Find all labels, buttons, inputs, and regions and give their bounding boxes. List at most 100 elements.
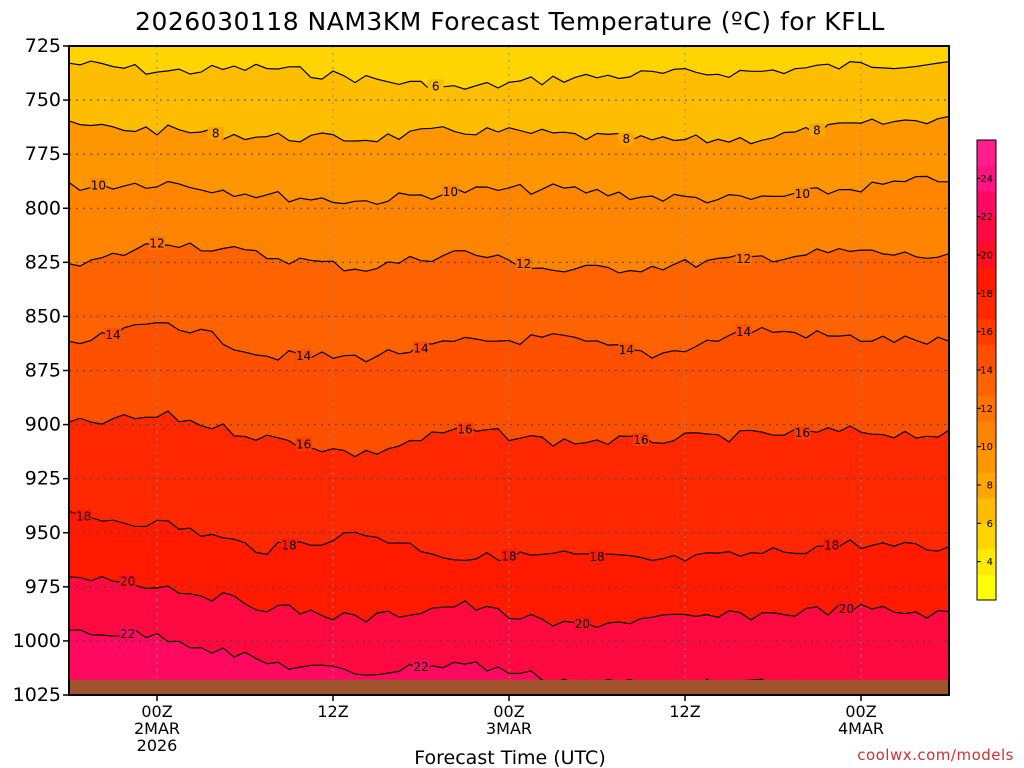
contour-label-16: 16 <box>457 422 473 437</box>
contour-label-text: 8 <box>212 127 220 141</box>
contour-label-bg <box>119 574 136 588</box>
colorbar-segment <box>977 344 996 371</box>
colorbar-tick-label: 12 <box>980 404 993 415</box>
contour-label-bg <box>823 538 840 552</box>
contour-label-bg <box>442 185 459 199</box>
contour-label-bg <box>105 328 121 342</box>
contour-label-18: 18 <box>823 538 840 553</box>
contour-14 <box>69 321 949 363</box>
y-tick-label: 850 <box>25 305 61 327</box>
contour-label-bg <box>413 341 429 355</box>
colorbar-tick-label: 14 <box>980 366 993 377</box>
colorbar-tick-label: 10 <box>980 442 993 453</box>
contour-label-18: 18 <box>501 549 517 564</box>
contour-label-text: 10 <box>443 185 458 199</box>
contour-label-14: 14 <box>413 341 429 355</box>
contour-label-bg <box>457 422 473 436</box>
y-tick-label: 1000 <box>13 630 61 652</box>
contour-label-bg <box>149 236 165 250</box>
contour-label-text: 14 <box>296 349 311 363</box>
contour-label-bg <box>618 343 635 357</box>
contour-label-bg <box>794 187 811 201</box>
contour-label-12: 12 <box>515 257 532 271</box>
contour-label-18: 18 <box>281 538 297 553</box>
contour-label-bg <box>90 178 107 192</box>
contour-label-text: 8 <box>813 124 821 138</box>
x-tick-label: 4MAR <box>838 719 884 738</box>
colorbar-segment <box>977 318 996 345</box>
colorbar-segment <box>977 191 996 218</box>
contour-label-22: 22 <box>119 626 136 641</box>
colorbar-tick-label: 24 <box>980 174 993 185</box>
contour-label-bg <box>515 257 532 271</box>
contour-label-18: 18 <box>75 509 92 524</box>
contour-label-text: 16 <box>296 437 311 451</box>
contour-label-text: 22 <box>413 660 428 674</box>
contour-12 <box>69 242 949 274</box>
x-tick-label: 00Z <box>141 702 172 721</box>
y-tick-label: 725 <box>25 35 61 57</box>
colorbar-segment <box>977 140 996 167</box>
x-axis-label: Forecast Time (UTC) <box>414 747 605 768</box>
contour-20 <box>69 576 949 629</box>
contour-label-bg <box>119 626 136 640</box>
contour-label-12: 12 <box>735 251 752 266</box>
colorbar-segment <box>977 497 996 524</box>
contour-label-bg <box>281 538 297 552</box>
contour-label-text: 18 <box>281 539 296 553</box>
ground-fill <box>69 679 949 695</box>
contour-label-16: 16 <box>295 437 312 451</box>
colorbar-tick-label: 4 <box>987 557 993 568</box>
contour-label-bg <box>633 433 649 447</box>
contour-label-10: 10 <box>794 187 811 201</box>
x-tick-label: 00Z <box>845 702 876 721</box>
temperature-bands <box>69 46 949 695</box>
contour-label-12: 12 <box>149 236 165 251</box>
colorbar-segment <box>977 293 996 320</box>
ground-rect <box>69 679 949 695</box>
contour-label-text: 14 <box>736 325 751 339</box>
contour-label-text: 18 <box>501 550 516 564</box>
y-tick-label: 875 <box>25 360 61 382</box>
colorbar: 4 6 8 10 12 14 16 18 20 22 24 <box>976 139 997 601</box>
colorbar-segment <box>977 242 996 269</box>
chart-title: 2026030118 NAM3KM Forecast Temperature (… <box>135 7 885 36</box>
contour-label-bg <box>75 509 92 523</box>
contour-label-text: 10 <box>91 178 106 192</box>
gridlines <box>69 46 949 695</box>
y-tick-label: 1025 <box>13 684 61 706</box>
contour-label-bg <box>574 617 591 631</box>
contour-label-bg <box>413 659 429 673</box>
colorbar-tick-label: 22 <box>980 212 993 223</box>
contour-label-10: 10 <box>90 178 107 192</box>
band-above-22 <box>69 629 949 695</box>
plot-area: 6 8 8 8 10 10 10 12 12 12 14 14 14 14 14 16 16 16 16 18 18 18… <box>69 46 949 695</box>
colorbar-segment <box>977 165 996 192</box>
colorbar-segment <box>977 446 996 473</box>
credit-link[interactable]: coolwx.com/models <box>857 746 1014 764</box>
colorbar-segment <box>977 267 996 294</box>
colorbar-segment <box>977 216 996 243</box>
contour-label-text: 20 <box>839 602 854 616</box>
colorbar-tick-label: 20 <box>980 251 993 262</box>
colorbar-segment <box>977 421 996 448</box>
contour-label-14: 14 <box>735 324 752 339</box>
contour-label-bg <box>501 549 517 563</box>
colorbar-tick-label: 16 <box>980 327 993 338</box>
x-tick-label: 2026 <box>137 736 178 755</box>
contour-label-8: 8 <box>618 132 635 146</box>
contour-label-text: 20 <box>120 575 135 589</box>
colorbar-tick-label: 18 <box>980 289 993 300</box>
contour-label-text: 22 <box>120 627 135 641</box>
x-tick-label: 00Z <box>493 702 524 721</box>
contour-label-text: 14 <box>619 343 634 357</box>
colorbar-segment <box>977 523 996 550</box>
y-tick-label: 925 <box>25 468 61 490</box>
y-tick-label: 950 <box>25 522 61 544</box>
y-axis: 725 750 775 800 825 850 875 900 925 950 975 1000 102… <box>13 35 69 706</box>
colorbar-tick-label: 6 <box>987 519 993 530</box>
contour-label-bg <box>589 549 605 563</box>
x-tick-label: 12Z <box>669 702 700 721</box>
y-tick-label: 800 <box>25 197 61 219</box>
